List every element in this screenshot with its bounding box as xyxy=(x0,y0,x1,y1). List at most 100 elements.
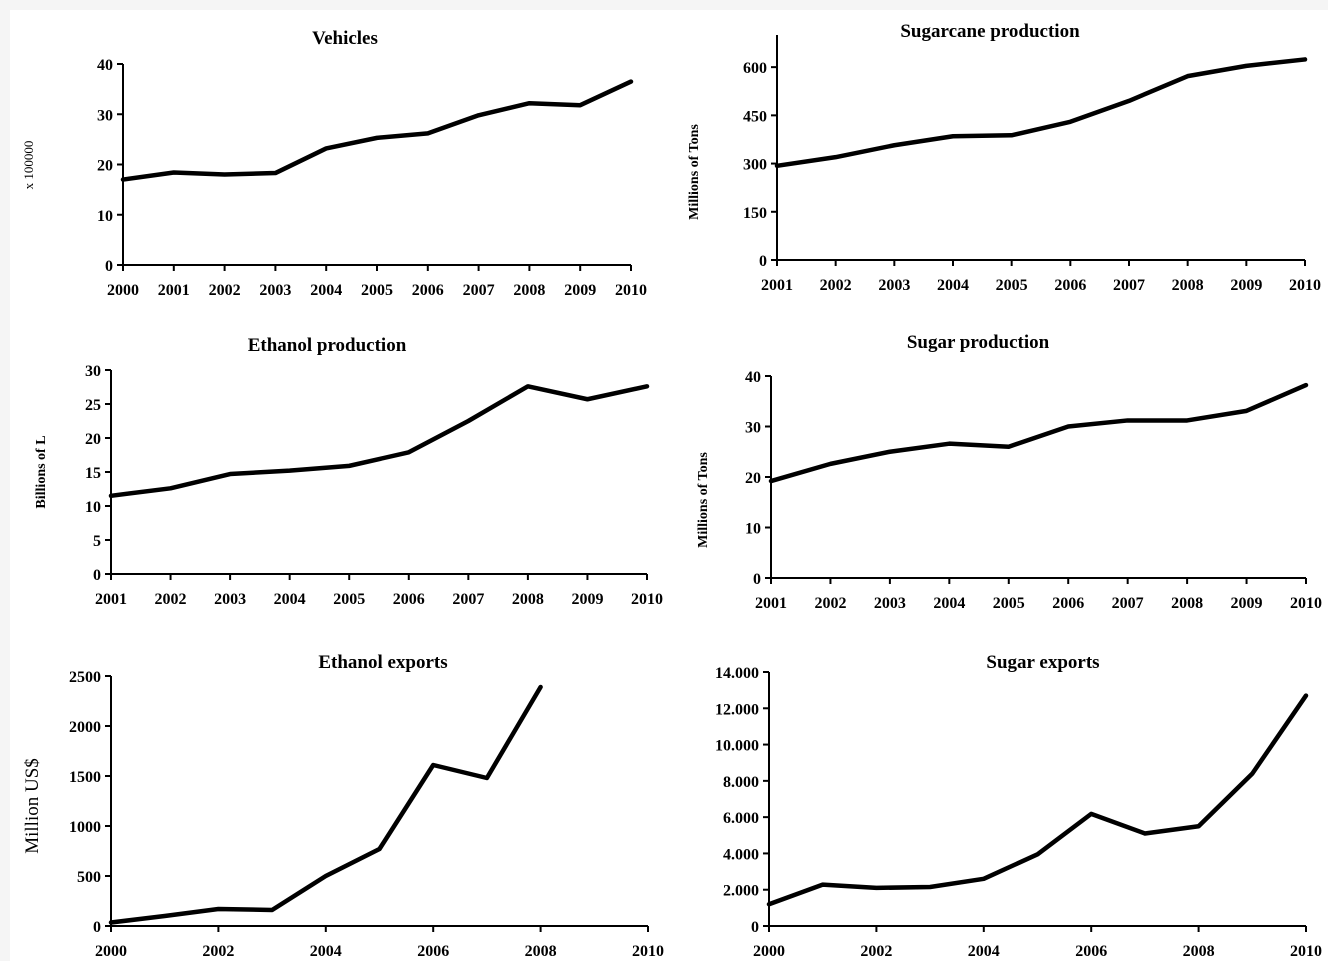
chart1-title: Vehicles xyxy=(312,28,378,49)
chart4-y-axis-label: Millions of Tons xyxy=(696,452,711,548)
chart6-x-tick-label: 2008 xyxy=(1183,943,1215,960)
chart3-x-tick-label: 2007 xyxy=(452,591,484,608)
chart1-y-tick-label: 10 xyxy=(97,208,113,225)
chart5-x-tick-label: 2006 xyxy=(417,943,449,960)
chart2-x-tick-label: 2004 xyxy=(937,277,969,294)
chart2-x-tick-label: 2007 xyxy=(1113,277,1145,294)
chart4-y-tick-label: 0 xyxy=(753,571,761,588)
figure-background xyxy=(10,10,1328,961)
chart4-x-tick-label: 2003 xyxy=(874,595,906,612)
chart3-series-line xyxy=(108,384,650,499)
chart5-x-tick-label: 2004 xyxy=(310,943,342,960)
chart4-x-tick-label: 2006 xyxy=(1052,595,1084,612)
chart6-title: Sugar exports xyxy=(986,652,1099,673)
chart6-y-tick-label: 0 xyxy=(751,919,759,936)
chart2-y-axis-label: Millions of Tons xyxy=(687,124,702,220)
chart1-x-tick-label: 2002 xyxy=(209,282,241,299)
chart1-y-tick-label: 20 xyxy=(97,158,113,175)
chart1-x-tick-label: 2004 xyxy=(310,282,342,299)
chart6-y-tick-label: 6.000 xyxy=(723,810,759,827)
chart4-y-tick-label: 20 xyxy=(745,470,761,487)
chart4-x-tick-label: 2008 xyxy=(1171,595,1203,612)
chart1-x-tick-label: 2006 xyxy=(412,282,444,299)
chart2-title: Sugarcane production xyxy=(900,21,1080,42)
chart2-y-tick-label: 0 xyxy=(759,253,767,270)
chart3-title: Ethanol production xyxy=(248,335,407,356)
chart6-x-tick-label: 2006 xyxy=(1075,943,1107,960)
chart1-y-tick-label: 0 xyxy=(105,258,113,275)
chart2-y-tick-label: 600 xyxy=(743,60,767,77)
chart1-y-tick-label: 30 xyxy=(97,107,113,124)
chart3-x-tick-label: 2006 xyxy=(393,591,425,608)
chart1-x-tick-label: 2007 xyxy=(463,282,495,299)
chart2-x-tick-label: 2003 xyxy=(878,277,910,294)
chart5-x-tick-label: 2010 xyxy=(632,943,664,960)
chart2-x-tick-label: 2009 xyxy=(1230,277,1262,294)
chart4-title: Sugar production xyxy=(907,332,1050,353)
chart6-y-tick-label: 12.000 xyxy=(715,701,759,718)
chart6-x-tick-label: 2000 xyxy=(753,943,785,960)
chart3-x-tick-label: 2002 xyxy=(155,591,187,608)
chart4-y-tick-label: 30 xyxy=(745,420,761,437)
chart5-y-tick-label: 1000 xyxy=(69,819,101,836)
chart1-x-tick-label: 2008 xyxy=(513,282,545,299)
chart3-x-tick-label: 2009 xyxy=(571,591,603,608)
chart5-y-axis-label: Million US$ xyxy=(22,758,43,854)
chart5-x-tick-label: 2008 xyxy=(525,943,557,960)
chart2-series-line xyxy=(774,57,1308,169)
chart4-x-tick-label: 2004 xyxy=(933,595,965,612)
chart5-x-tick-label: 2000 xyxy=(95,943,127,960)
chart3-y-tick-label: 5 xyxy=(93,533,101,550)
chart1-x-tick-label: 2009 xyxy=(564,282,596,299)
chart5-y-tick-label: 2000 xyxy=(69,719,101,736)
chart6-x-tick-label: 2010 xyxy=(1290,943,1322,960)
chart3-y-tick-label: 30 xyxy=(85,363,101,380)
chart3-x-tick-label: 2008 xyxy=(512,591,544,608)
chart3-y-tick-label: 0 xyxy=(93,567,101,584)
chart3-y-tick-label: 25 xyxy=(85,397,101,414)
chart2-y-tick-label: 150 xyxy=(743,205,767,222)
chart2-y-tick-label: 300 xyxy=(743,157,767,174)
chart4-y-tick-label: 10 xyxy=(745,521,761,538)
chart3-y-tick-label: 10 xyxy=(85,499,101,516)
chart6-x-tick-label: 2004 xyxy=(968,943,1000,960)
chart3-x-tick-label: 2010 xyxy=(631,591,663,608)
chart1-x-tick-label: 2010 xyxy=(615,282,647,299)
chart6-y-tick-label: 4.000 xyxy=(723,846,759,863)
chart5-y-tick-label: 0 xyxy=(93,919,101,936)
chart1-x-tick-label: 2003 xyxy=(259,282,291,299)
chart1-y-tick-label: 40 xyxy=(97,57,113,74)
chart2-x-tick-label: 2006 xyxy=(1054,277,1086,294)
chart1-x-tick-label: 2000 xyxy=(107,282,139,299)
chart1-x-tick-label: 2005 xyxy=(361,282,393,299)
chart5-y-tick-label: 2500 xyxy=(69,669,101,686)
chart3-x-tick-label: 2003 xyxy=(214,591,246,608)
chart6-x-tick-label: 2002 xyxy=(860,943,892,960)
chart4-series-line xyxy=(768,382,1309,484)
chart6-y-tick-label: 8.000 xyxy=(723,774,759,791)
chart5-y-tick-label: 500 xyxy=(77,869,101,886)
chart4-x-tick-label: 2010 xyxy=(1290,595,1322,612)
chart2-y-tick-label: 450 xyxy=(743,108,767,125)
chart3-y-axis-label: Billions of L xyxy=(34,435,49,508)
chart5-y-tick-label: 1500 xyxy=(69,769,101,786)
chart4-x-tick-label: 2007 xyxy=(1112,595,1144,612)
chart5-x-tick-label: 2002 xyxy=(202,943,234,960)
chart2-x-tick-label: 2005 xyxy=(996,277,1028,294)
chart1-y-axis-label: x 100000 xyxy=(21,141,36,190)
chart3-y-tick-label: 15 xyxy=(85,465,101,482)
chart6-y-tick-label: 2.000 xyxy=(723,883,759,900)
chart3-x-tick-label: 2001 xyxy=(95,591,127,608)
chart4-x-tick-label: 2001 xyxy=(755,595,787,612)
chart4-x-tick-label: 2005 xyxy=(993,595,1025,612)
chart2-x-tick-label: 2008 xyxy=(1172,277,1204,294)
chart6-y-tick-label: 14.000 xyxy=(715,665,759,682)
chart3-x-tick-label: 2005 xyxy=(333,591,365,608)
chart2-x-tick-label: 2010 xyxy=(1289,277,1321,294)
chart3-x-tick-label: 2004 xyxy=(274,591,306,608)
chart2-x-tick-label: 2002 xyxy=(820,277,852,294)
chart4-y-tick-label: 40 xyxy=(745,369,761,386)
chart5-title: Ethanol exports xyxy=(318,652,447,673)
chart1-x-tick-label: 2001 xyxy=(158,282,190,299)
